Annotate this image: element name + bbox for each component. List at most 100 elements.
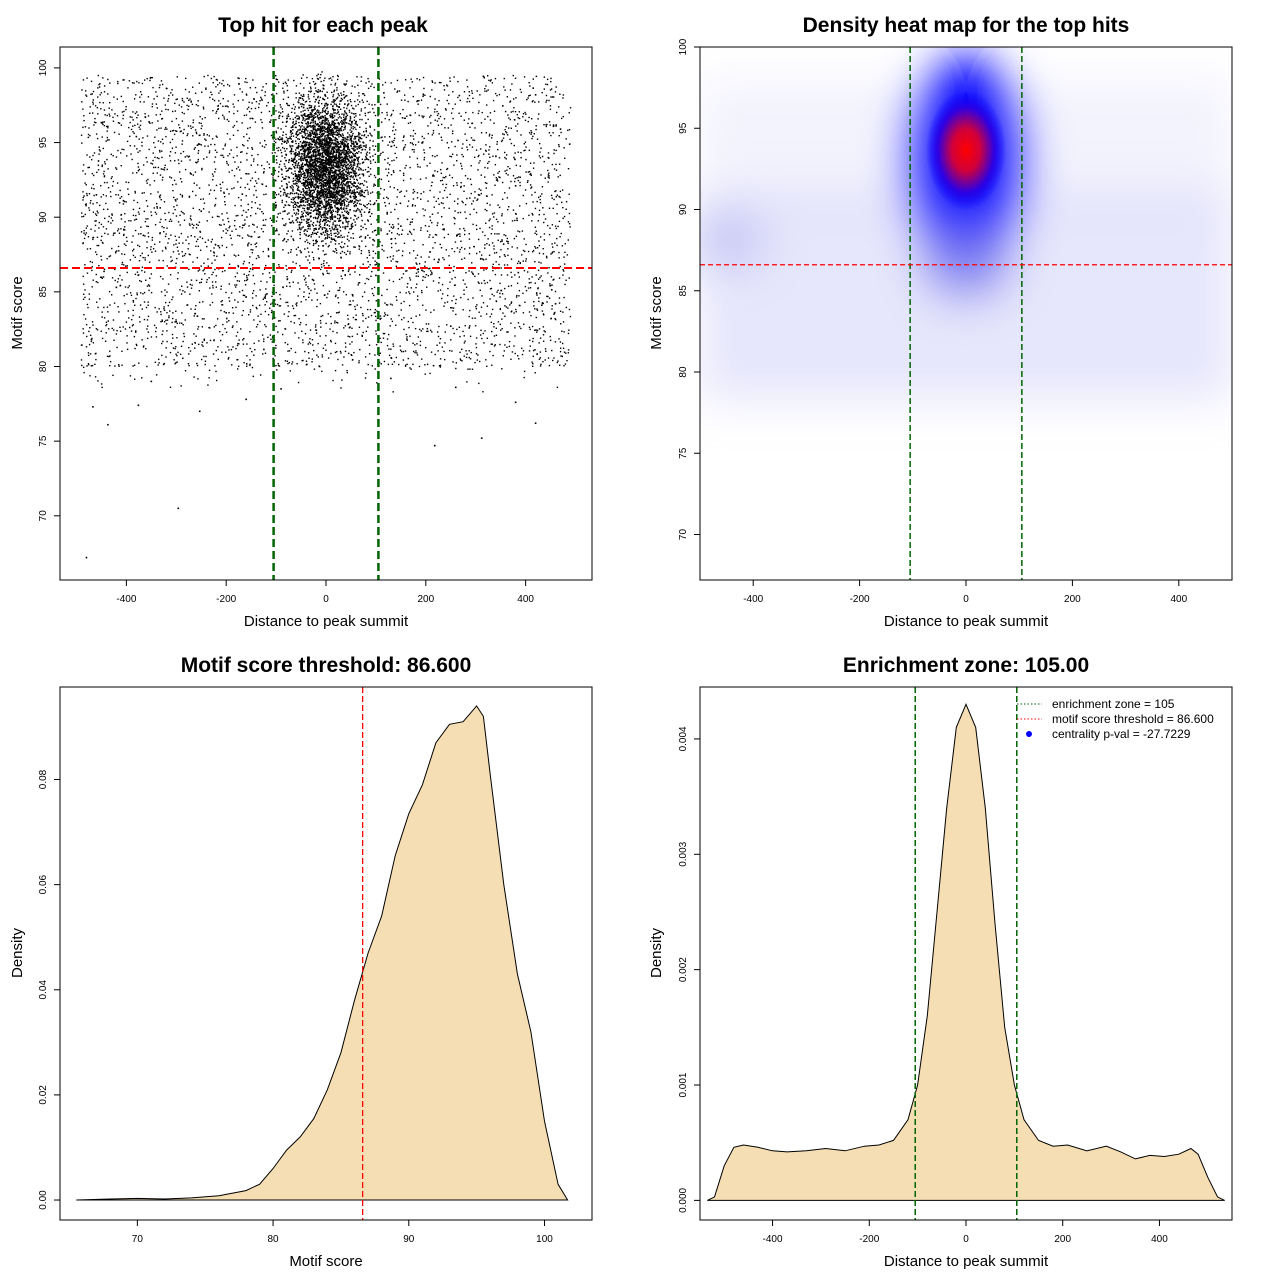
scatter-point bbox=[380, 178, 383, 181]
scatter-point bbox=[214, 365, 216, 367]
scatter-point bbox=[359, 190, 361, 192]
scatter-point bbox=[491, 228, 493, 230]
scatter-point bbox=[198, 281, 201, 284]
scatter-point bbox=[221, 213, 223, 215]
scatter-point bbox=[263, 146, 266, 148]
scatter-point bbox=[534, 372, 536, 374]
scatter-point bbox=[357, 84, 359, 87]
scatter-point bbox=[245, 195, 247, 197]
scatter-point bbox=[295, 162, 297, 165]
scatter-point bbox=[466, 146, 468, 148]
scatter-point bbox=[181, 143, 183, 145]
scatter-point bbox=[87, 362, 90, 365]
scatter-point bbox=[543, 221, 545, 224]
scatter-point bbox=[364, 107, 366, 109]
scatter-point bbox=[491, 82, 494, 84]
scatter-point bbox=[449, 193, 451, 196]
scatter-point bbox=[108, 113, 111, 115]
scatter-point bbox=[553, 312, 556, 314]
scatter-point bbox=[292, 103, 295, 106]
scatter-point bbox=[103, 91, 106, 93]
scatter-point bbox=[356, 152, 359, 155]
scatter-point bbox=[290, 251, 292, 253]
scatter-point bbox=[179, 130, 181, 133]
scatter-point bbox=[326, 184, 329, 186]
scatter-point bbox=[196, 184, 198, 186]
scatter-point bbox=[102, 276, 105, 278]
scatter-point bbox=[527, 120, 529, 123]
scatter-point bbox=[341, 141, 344, 144]
scatter-point bbox=[324, 169, 326, 171]
scatter-point bbox=[274, 151, 276, 154]
scatter-point bbox=[455, 367, 457, 370]
scatter-point bbox=[261, 145, 264, 147]
scatter-point bbox=[169, 151, 172, 153]
scatter-point bbox=[153, 142, 155, 144]
scatter-point bbox=[355, 210, 357, 213]
scatter-point bbox=[267, 336, 269, 339]
scatter-point bbox=[396, 250, 398, 252]
scatter-point bbox=[122, 114, 125, 117]
scatter-point bbox=[316, 292, 318, 294]
scatter-point bbox=[354, 318, 357, 321]
scatter-point bbox=[291, 132, 294, 134]
scatter-point bbox=[275, 138, 277, 141]
scatter-point bbox=[380, 317, 382, 320]
scatter-point bbox=[515, 308, 517, 311]
scatter-point bbox=[449, 349, 451, 352]
scatter-point bbox=[179, 193, 182, 196]
scatter-point bbox=[92, 211, 95, 213]
scatter-point bbox=[206, 156, 208, 158]
scatter-point bbox=[107, 208, 109, 211]
scatter-point bbox=[364, 377, 367, 379]
scatter-point bbox=[275, 364, 277, 367]
scatter-point bbox=[314, 105, 316, 107]
scatter-point bbox=[152, 152, 154, 154]
scatter-point bbox=[316, 195, 318, 197]
scatter-point bbox=[285, 167, 287, 169]
scatter-point bbox=[274, 271, 276, 273]
scatter-point bbox=[503, 350, 506, 352]
scatter-point bbox=[465, 217, 467, 220]
scatter-point bbox=[480, 254, 483, 256]
scatter-point bbox=[356, 135, 358, 137]
scatter-point bbox=[491, 343, 493, 345]
scatter-point bbox=[312, 136, 315, 138]
scatter-point bbox=[248, 225, 250, 227]
scatter-point bbox=[233, 187, 235, 189]
scatter-point bbox=[562, 206, 564, 209]
scatter-point bbox=[107, 168, 109, 170]
scatter-point bbox=[325, 119, 328, 121]
scatter-point bbox=[373, 203, 376, 205]
scatter-point bbox=[392, 141, 394, 144]
scatter-point bbox=[294, 332, 296, 334]
scatter-point bbox=[284, 328, 287, 330]
scatter-point bbox=[521, 230, 524, 232]
scatter-point bbox=[538, 297, 540, 299]
scatter-point bbox=[404, 365, 407, 367]
scatter-point bbox=[528, 81, 530, 84]
scatter-point bbox=[175, 320, 178, 323]
scatter-point bbox=[523, 149, 525, 152]
scatter-point bbox=[277, 81, 280, 83]
scatter-point bbox=[254, 243, 256, 245]
scatter-point bbox=[275, 92, 278, 95]
scatter-point bbox=[203, 134, 205, 136]
scatter-point bbox=[361, 295, 364, 298]
scatter-point bbox=[295, 182, 297, 184]
scatter-point bbox=[190, 100, 192, 102]
scatter-point bbox=[358, 274, 361, 276]
scatter-point bbox=[402, 350, 405, 353]
scatter-point bbox=[493, 345, 496, 347]
scatter-point bbox=[566, 359, 568, 362]
scatter-point bbox=[177, 507, 180, 510]
scatter-point bbox=[373, 129, 376, 131]
scatter-point bbox=[531, 340, 534, 343]
scatter-point bbox=[294, 351, 297, 354]
scatter-point bbox=[478, 101, 480, 104]
scatter-point bbox=[367, 193, 369, 195]
scatter-point bbox=[107, 320, 109, 322]
scatter-point bbox=[548, 233, 551, 236]
scatter-point bbox=[141, 252, 143, 255]
scatter-point bbox=[274, 230, 277, 232]
